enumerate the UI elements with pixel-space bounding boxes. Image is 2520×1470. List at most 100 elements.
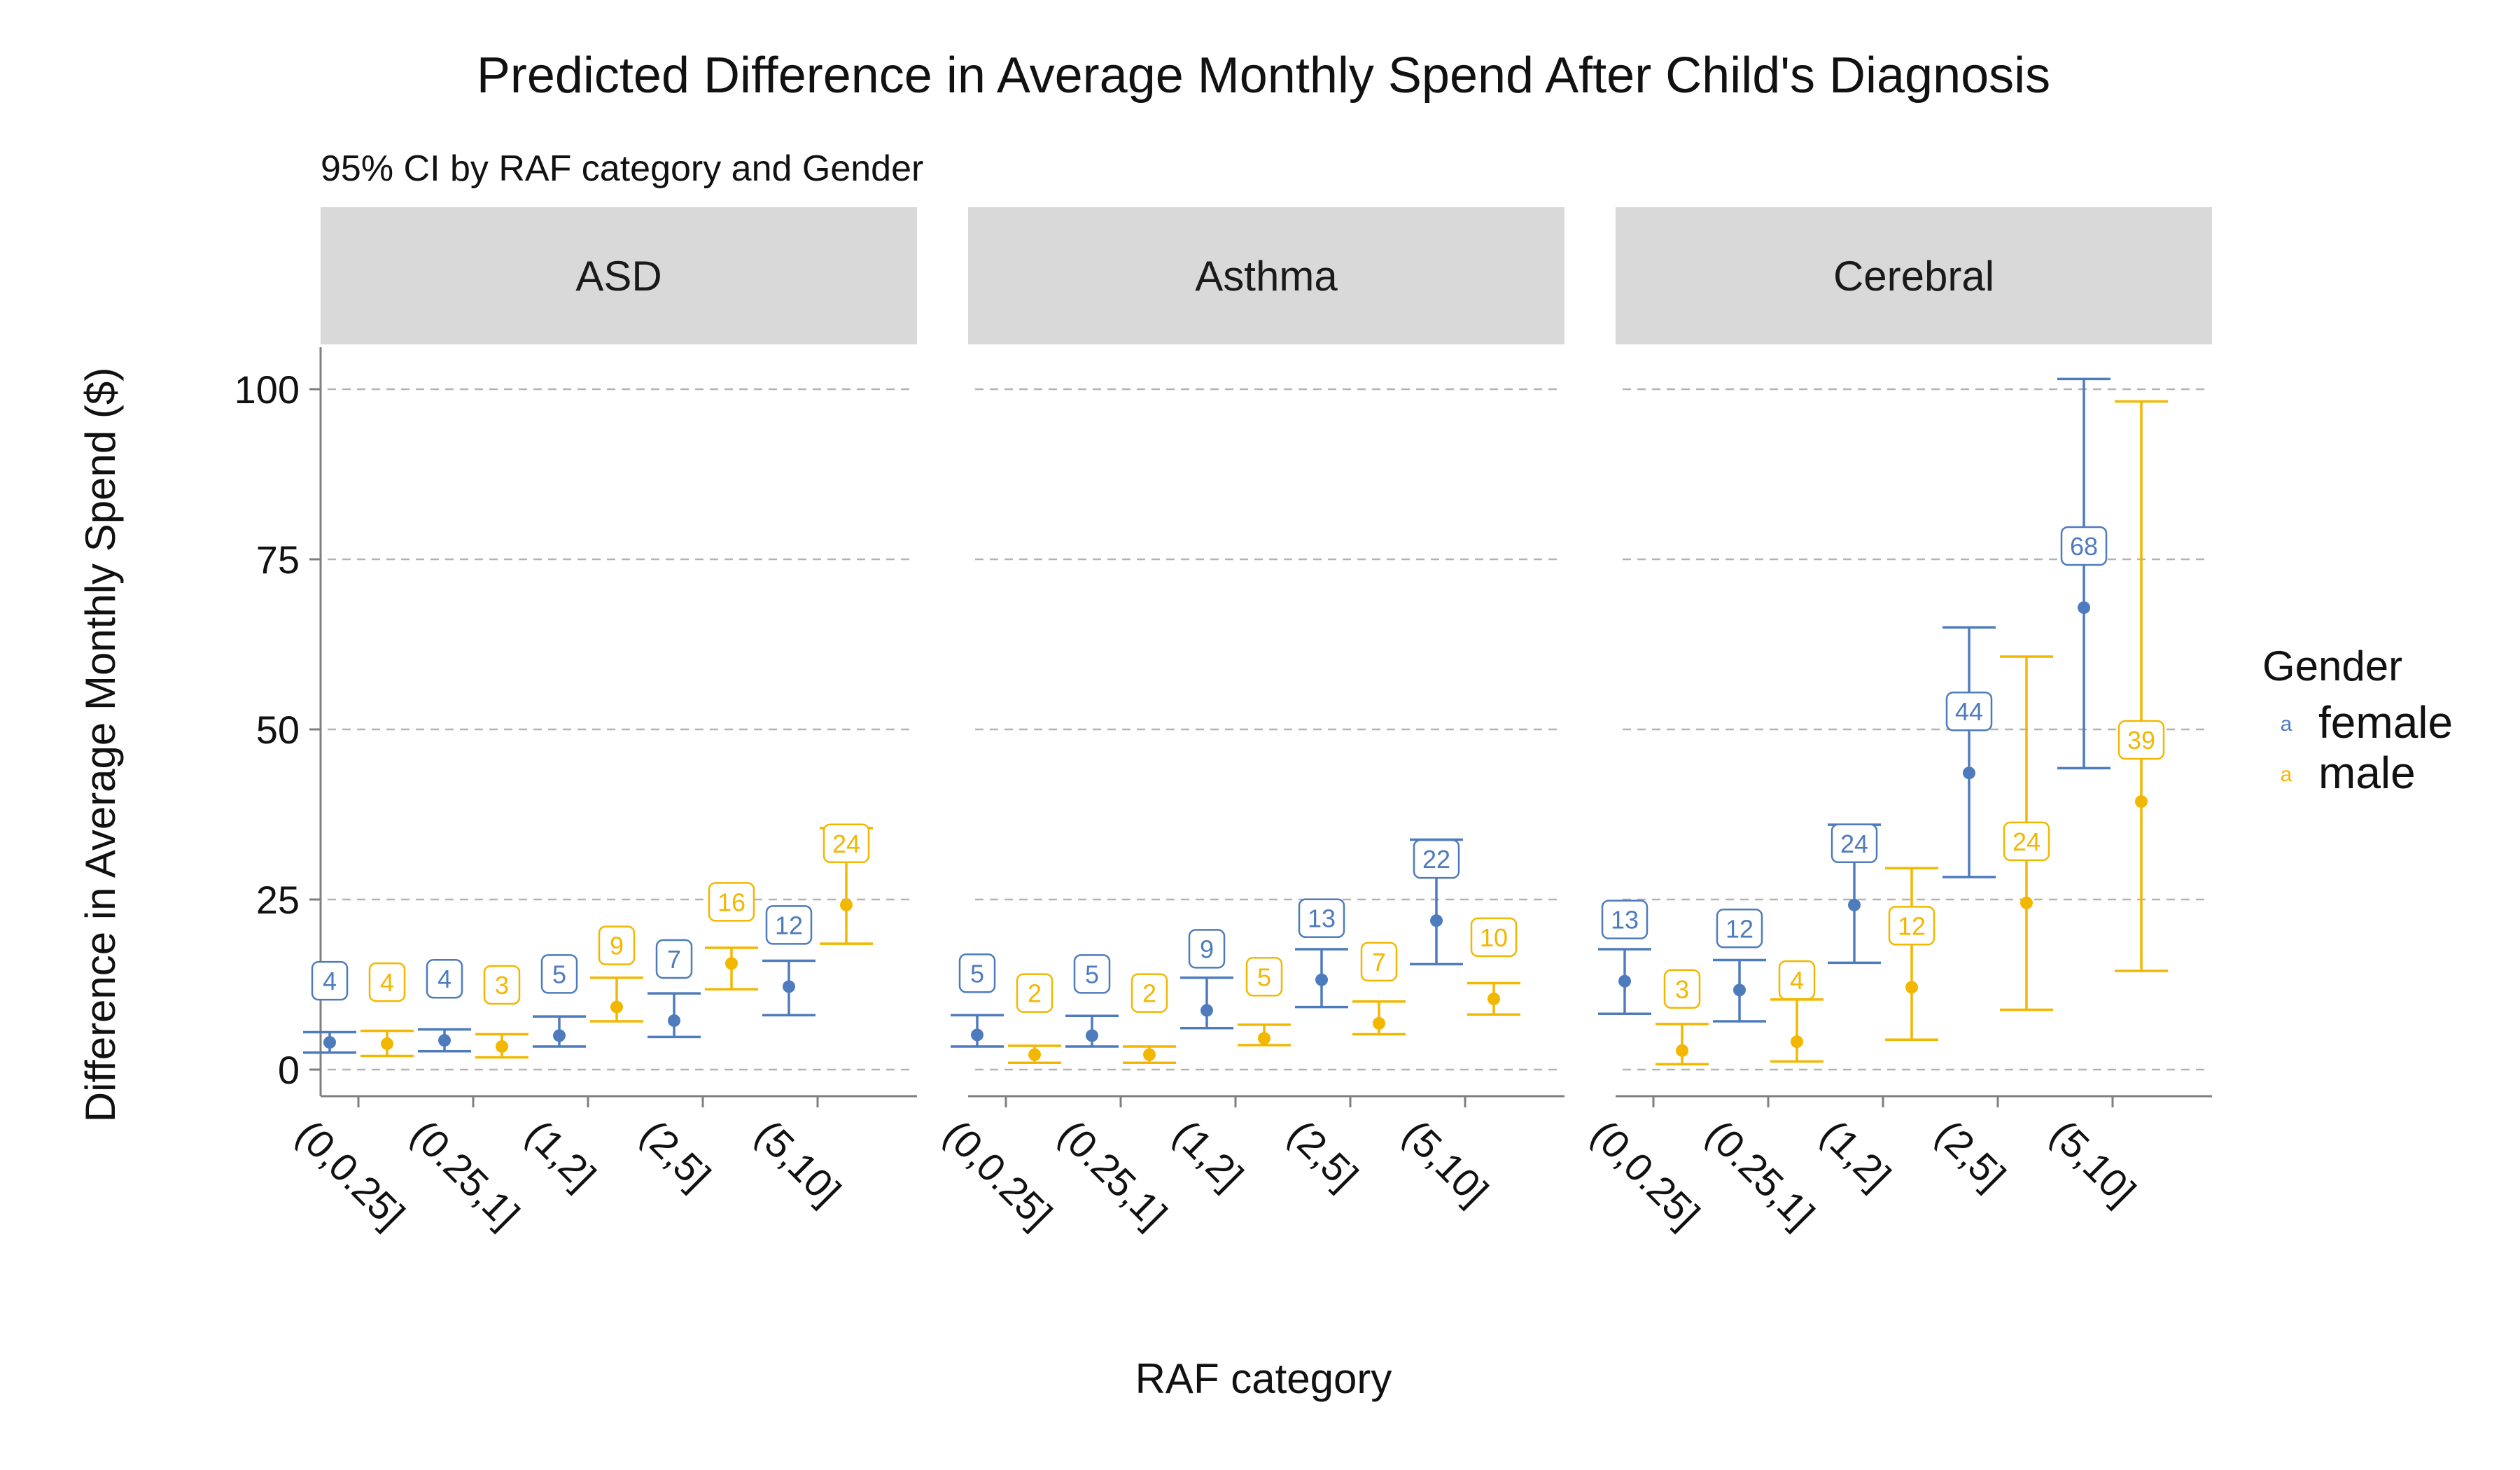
legend-title: Gender — [2262, 643, 2402, 690]
data-label: 5 — [552, 960, 566, 988]
data-label: 16 — [718, 888, 746, 916]
estimate-point — [1258, 1032, 1270, 1045]
estimate-point — [1791, 1035, 1803, 1049]
estimate-point — [1676, 1044, 1688, 1057]
x-tick-label: (2,5] — [1928, 1112, 2015, 1198]
data-label-box — [1360, 941, 1398, 982]
data-label: 24 — [1840, 830, 1868, 858]
data-label: 22 — [1422, 845, 1450, 874]
data-label-box — [655, 939, 693, 979]
data-label: 12 — [1898, 911, 1926, 940]
data-label: 10 — [1480, 923, 1508, 952]
data-label: 24 — [2012, 827, 2040, 856]
data-label-box — [958, 953, 996, 993]
data-label: 2 — [1142, 979, 1156, 1008]
series-female: 4 4 5 7 12 — [303, 905, 816, 1054]
data-label-box — [1413, 839, 1460, 879]
data-label: 9 — [610, 932, 624, 960]
x-tick-label: (5,10] — [1395, 1112, 1497, 1214]
estimate-point — [1028, 1048, 1041, 1061]
data-label-box — [540, 954, 578, 994]
data-label-box — [1888, 906, 1935, 946]
series-male: 2 2 5 7 10 — [1008, 917, 1520, 1065]
y-tick-label: 100 — [234, 368, 300, 412]
x-tick-label: (1,2] — [518, 1112, 605, 1198]
data-label-box — [1470, 917, 1518, 958]
data-label: 7 — [1372, 948, 1386, 976]
x-tick-label: (1,2] — [1166, 1112, 1252, 1198]
panel-strip — [321, 207, 917, 344]
estimate-point — [971, 1028, 983, 1042]
estimate-point — [323, 1036, 336, 1049]
data-label-box — [426, 958, 463, 999]
estimate-point — [438, 1034, 451, 1047]
panel-strip — [968, 207, 1564, 344]
data-label-box — [708, 882, 755, 922]
estimate-point — [553, 1029, 566, 1042]
legend-key-female: a — [2281, 713, 2292, 736]
estimate-point — [496, 1040, 508, 1053]
data-label: 44 — [1955, 697, 1983, 726]
panel-strip-label: Cerebral — [1833, 253, 1994, 300]
data-label-box — [1778, 960, 1816, 1000]
estimate-point — [1618, 974, 1631, 988]
data-label-box — [1016, 973, 1054, 1013]
data-label-box — [1945, 691, 1993, 732]
panel-strip — [1616, 207, 2212, 344]
data-label-box — [1130, 973, 1168, 1013]
estimate-point — [1086, 1029, 1098, 1042]
chart-title: Predicted Difference in Average Monthly … — [477, 48, 2050, 104]
estimate-point — [1848, 898, 1861, 911]
x-tick-label: (0,0.25] — [1583, 1112, 1709, 1237]
estimate-point — [1315, 973, 1328, 986]
panel-cerebral: Cerebral (0,0.25](0.25,1](1,2] (2,5] (5,10]… — [1583, 207, 2212, 1237]
x-tick-label: (2,5] — [633, 1112, 720, 1198]
data-label-box — [1601, 899, 1648, 939]
data-label: 68 — [2070, 532, 2098, 561]
legend-label-female: female — [2318, 697, 2453, 748]
x-tick-label: (5,10] — [2043, 1112, 2145, 1214]
y-tick-label: 75 — [256, 538, 300, 582]
y-tick-label: 25 — [256, 878, 300, 922]
estimate-point — [668, 1014, 680, 1028]
x-tick-label: (0.25,1] — [1051, 1112, 1176, 1237]
estimate-point — [1905, 981, 1918, 994]
panel-strip-label: ASD — [575, 253, 662, 300]
data-label: 13 — [1611, 906, 1639, 934]
legend: Gender a female a male — [2262, 643, 2453, 798]
estimate-point — [1430, 914, 1443, 927]
estimate-point — [783, 980, 795, 993]
legend-label-male: male — [2318, 748, 2416, 798]
data-label-box — [1663, 969, 1701, 1009]
y-axis-title: Difference in Average Monthly Spend ($) — [77, 368, 124, 1122]
x-tick-label: (5,10] — [748, 1112, 850, 1214]
data-label: 12 — [775, 911, 803, 939]
data-label-box — [1245, 957, 1283, 997]
x-tick-label: (0,0.25] — [288, 1112, 414, 1237]
data-label-box — [368, 962, 406, 1002]
data-label-box — [1188, 929, 1226, 969]
estimate-point — [725, 957, 738, 970]
data-label: 12 — [1726, 914, 1754, 943]
panel-asthma: Asthma (0,0.25](0.25,1](1,2] (2,5] (5,10] 5 5… — [936, 207, 1564, 1237]
panel-strip-label: Asthma — [1195, 253, 1338, 300]
data-label: 7 — [667, 945, 681, 974]
data-label: 3 — [1675, 975, 1689, 1004]
estimate-point — [2135, 795, 2148, 808]
data-label: 3 — [495, 971, 509, 1000]
data-label: 5 — [1085, 960, 1099, 988]
data-label-box — [1298, 898, 1345, 938]
data-label: 13 — [1308, 904, 1336, 933]
estimate-point — [1488, 992, 1500, 1005]
data-label: 4 — [323, 967, 337, 995]
data-label: 5 — [1257, 962, 1271, 991]
estimate-point — [1733, 983, 1746, 997]
estimate-point — [610, 1000, 623, 1014]
estimate-point — [381, 1037, 393, 1051]
data-label-box — [2060, 526, 2108, 566]
data-label: 39 — [2127, 726, 2155, 755]
data-label: 4 — [380, 968, 394, 997]
